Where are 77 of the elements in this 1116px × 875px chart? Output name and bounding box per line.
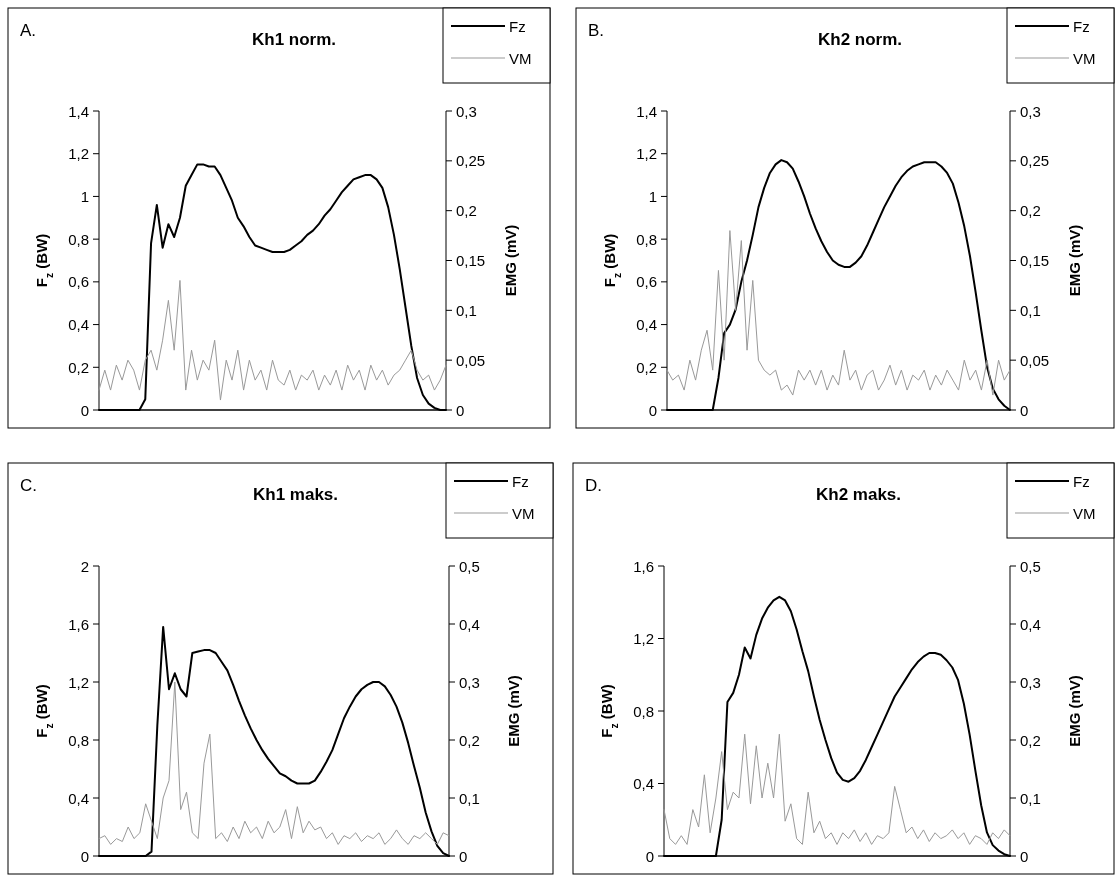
y-tick-label: 0 <box>645 847 654 865</box>
legend-label: Fz <box>1073 18 1090 35</box>
y2-tick-label: 0,15 <box>456 252 486 269</box>
text: C. <box>20 476 37 495</box>
y-tick-label: 0,4 <box>633 775 654 792</box>
text: D. <box>585 476 602 495</box>
y-tick-label: 0,4 <box>68 316 89 334</box>
y2-axis-title: EMG (mV) <box>502 224 519 297</box>
y2-tick-label: 0,5 <box>459 557 480 575</box>
y-tick-label: 0,2 <box>68 358 89 376</box>
y2-tick-label: 0,1 <box>459 789 480 807</box>
y2-tick-label: 0 <box>1020 847 1029 865</box>
y-tick-label: 1,2 <box>68 145 89 163</box>
y-tick-label: 1,4 <box>68 102 89 120</box>
y2-tick-label: 0,3 <box>456 102 477 120</box>
y2-tick-label: 0,3 <box>1020 673 1041 691</box>
y-tick-label: 1 <box>648 187 657 205</box>
chart-title: Kh1 maks. <box>252 485 339 504</box>
legend-label: VM <box>509 50 532 67</box>
y-tick-label: 0,8 <box>68 230 89 248</box>
line-series <box>98 279 447 401</box>
y-tick-label: 0 <box>648 401 657 419</box>
y2-tick-label: 0 <box>459 847 468 865</box>
line-series <box>666 230 1011 396</box>
legend-label: VM <box>1073 50 1096 67</box>
y-tick-label: 0,8 <box>633 702 654 720</box>
y2-axis-title: EMG (mV) <box>505 675 522 747</box>
y-tick-label: 0 <box>80 847 89 865</box>
chart-title: Kh1 norm. <box>251 30 337 49</box>
y2-tick-label: 0,2 <box>456 202 477 220</box>
y2-tick-label: 0,1 <box>1020 789 1041 807</box>
legend-label: Fz <box>509 18 526 35</box>
y-tick-label: 1,2 <box>636 145 657 163</box>
line-series <box>663 733 1011 845</box>
y-tick-label: 0,4 <box>68 789 89 807</box>
y-tick-label: 1,2 <box>68 673 89 691</box>
y2-tick-label: 0,1 <box>456 301 477 319</box>
y2-tick-label: 0 <box>1020 401 1029 419</box>
y2-tick-label: 0,3 <box>459 673 480 691</box>
line-series <box>98 681 450 845</box>
y2-tick-label: 0,3 <box>1020 102 1041 120</box>
chart-title: Kh2 maks. <box>815 485 902 504</box>
y-tick-label: 0,6 <box>636 273 657 291</box>
y-tick-label: 0,8 <box>68 731 89 749</box>
y-tick-label: 1,4 <box>636 102 657 120</box>
text: A. <box>20 21 37 40</box>
y-tick-label: 1,6 <box>68 615 89 633</box>
y2-tick-label: 0,5 <box>1020 557 1041 575</box>
y2-tick-label: 0,05 <box>1020 351 1050 369</box>
y2-tick-label: 0,25 <box>1020 152 1050 170</box>
y2-tick-label: 0,4 <box>1020 615 1041 633</box>
y2-tick-label: 0,25 <box>456 152 486 170</box>
y2-tick-label: 0,4 <box>459 615 480 633</box>
y2-tick-label: 0,2 <box>459 731 480 749</box>
text: B. <box>588 21 605 40</box>
y-tick-label: 0,6 <box>68 273 89 291</box>
y-tick-label: 1,6 <box>633 557 654 575</box>
y2-tick-label: 0,2 <box>1020 202 1041 220</box>
y-tick-label: 1 <box>80 187 89 205</box>
y2-tick-label: 0,05 <box>456 351 486 369</box>
legend-label: VM <box>512 505 535 522</box>
y2-axis-title: EMG (mV) <box>1066 224 1083 297</box>
legend-label: VM <box>1073 505 1096 522</box>
y2-tick-label: 0,15 <box>1020 252 1050 269</box>
y-tick-label: 0,2 <box>636 358 657 376</box>
y2-tick-label: 0,1 <box>1020 301 1041 319</box>
legend-label: Fz <box>1073 473 1090 490</box>
y2-tick-label: 0 <box>456 401 465 419</box>
y-tick-label: 0 <box>80 401 89 419</box>
chart-title: Kh2 norm. <box>817 30 903 49</box>
legend-label: Fz <box>512 473 529 490</box>
y-tick-label: 0,4 <box>636 316 657 334</box>
y-tick-label: 1,2 <box>633 630 654 647</box>
y2-tick-label: 0,2 <box>1020 731 1041 749</box>
y-tick-label: 2 <box>80 557 89 575</box>
y-tick-label: 0,8 <box>636 230 657 248</box>
y2-axis-title: EMG (mV) <box>1066 675 1083 747</box>
